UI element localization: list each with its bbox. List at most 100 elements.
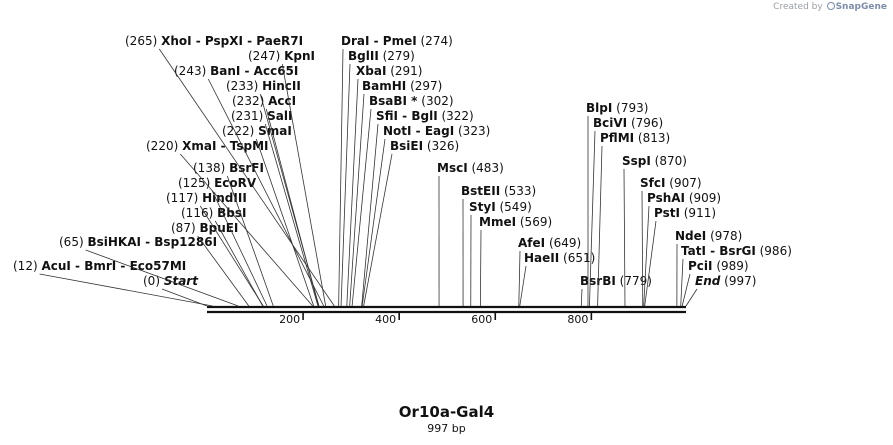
site-enzyme-names: SalI (267, 109, 292, 123)
site-label[interactable]: NdeI (978) (675, 229, 742, 243)
restriction-site[interactable]: (125) EcoRV (178, 176, 268, 307)
site-label[interactable]: (65) BsiHKAI - Bsp1286I (59, 235, 217, 249)
site-label[interactable]: SspI (870) (622, 154, 687, 168)
site-enzyme-names: XhoI - PspXI - PaeR7I (161, 34, 303, 48)
site-position: (651) (559, 251, 595, 265)
restriction-site[interactable]: PshAI (909) (643, 191, 721, 307)
site-label[interactable]: (0) Start (143, 274, 199, 288)
site-label[interactable]: PflMI (813) (600, 131, 670, 145)
site-position: (116) (181, 206, 217, 220)
restriction-site[interactable]: BglII (279) (340, 49, 415, 307)
site-label[interactable]: (243) BanI - Acc65I (174, 64, 298, 78)
site-label[interactable]: (247) KpnI (248, 49, 315, 63)
site-position: (323) (454, 124, 490, 138)
site-label[interactable]: (117) HindIII (166, 191, 247, 205)
site-position: (911) (680, 206, 716, 220)
site-position: (247) (248, 49, 284, 63)
site-label[interactable]: SfiI - BglI (322) (376, 109, 474, 123)
site-label[interactable]: StyI (549) (469, 200, 532, 214)
restriction-site[interactable]: SspI (870) (622, 154, 687, 307)
site-label[interactable]: BamHI (297) (362, 79, 442, 93)
restriction-site[interactable]: HaeII (651) (519, 251, 596, 307)
site-label[interactable]: End (997) (695, 274, 756, 288)
site-label[interactable]: (87) BpuEI (171, 221, 238, 235)
site-leader-line (644, 220, 657, 307)
restriction-site[interactable]: (247) KpnI (248, 49, 327, 307)
restriction-site[interactable]: NdeI (978) (675, 229, 742, 307)
site-leader-line (214, 220, 264, 307)
site-label[interactable]: (232) AccI (232, 94, 296, 108)
site-label[interactable]: PciI (989) (688, 259, 749, 273)
restriction-site[interactable]: BsaBI * (302) (351, 94, 454, 307)
site-label[interactable]: BciVI (796) (593, 116, 663, 130)
site-label[interactable]: TatI - BsrGI (986) (681, 244, 792, 258)
restriction-site[interactable]: (138) BsrFI (193, 161, 274, 307)
site-label[interactable]: (231) SalI (231, 109, 292, 123)
restriction-site[interactable]: (0) Start (143, 274, 208, 307)
site-enzyme-names: TatI - BsrGI (681, 244, 756, 258)
site-position: (549) (496, 200, 532, 214)
site-label[interactable]: (116) BbsI (181, 206, 246, 220)
restriction-site[interactable]: MscI (483) (437, 161, 504, 307)
site-enzyme-names: SspI (622, 154, 651, 168)
site-enzyme-names: SfcI (640, 176, 665, 190)
site-label[interactable]: XbaI (291) (356, 64, 423, 78)
restriction-site[interactable]: (12) AcuI - BmrI - Eco57MI (13, 259, 213, 307)
site-label[interactable]: (125) EcoRV (178, 176, 257, 190)
restriction-site[interactable]: PflMI (813) (597, 131, 671, 307)
restriction-site[interactable]: DraI - PmeI (274) (338, 34, 453, 307)
site-label[interactable]: BsrBI (779) (580, 274, 652, 288)
site-label[interactable]: MscI (483) (437, 161, 504, 175)
restriction-site[interactable]: BstEII (533) (461, 184, 536, 307)
site-enzyme-names: NotI - EagI (383, 124, 454, 138)
restriction-site[interactable]: PciI (989) (681, 259, 749, 307)
restriction-site[interactable]: XbaI (291) (346, 64, 423, 307)
site-label[interactable]: BlpI (793) (586, 101, 648, 115)
restriction-site[interactable]: AfeI (649) (518, 236, 581, 307)
restriction-site[interactable]: BlpI (793) (586, 101, 648, 307)
site-leader-line (226, 175, 274, 307)
site-label[interactable]: MmeI (569) (479, 215, 552, 229)
restriction-site[interactable]: (117) HindIII (166, 191, 264, 307)
restriction-site[interactable]: MmeI (569) (479, 215, 552, 307)
site-position: (233) (226, 79, 262, 93)
site-label[interactable]: PshAI (909) (647, 191, 721, 205)
restriction-site[interactable]: BsrBI (779) (580, 274, 652, 307)
site-label[interactable]: PstI (911) (654, 206, 716, 220)
site-label[interactable]: BstEII (533) (461, 184, 536, 198)
restriction-site[interactable]: End (997) (685, 274, 756, 307)
restriction-site[interactable]: (265) XhoI - PspXI - PaeR7I (125, 34, 335, 307)
site-label[interactable]: BsiEI (326) (390, 139, 459, 153)
site-label[interactable]: (220) XmaI - TspMI (146, 139, 268, 153)
site-enzyme-names: BanI - Acc65I (210, 64, 298, 78)
restriction-site[interactable]: (65) BsiHKAI - Bsp1286I (59, 235, 239, 307)
site-label[interactable]: (265) XhoI - PspXI - PaeR7I (125, 34, 303, 48)
site-label[interactable]: (233) HincII (226, 79, 301, 93)
restriction-site[interactable]: (231) SalI (231, 109, 319, 307)
site-leader-line (623, 168, 626, 307)
site-label[interactable]: AfeI (649) (518, 236, 581, 250)
restriction-site[interactable]: BsiEI (326) (363, 139, 460, 307)
site-label[interactable]: (12) AcuI - BmrI - Eco57MI (13, 259, 186, 273)
site-label[interactable]: DraI - PmeI (274) (341, 34, 453, 48)
site-label[interactable]: NotI - EagI (323) (383, 124, 490, 138)
restriction-site[interactable]: NotI - EagI (323) (361, 124, 490, 307)
restriction-site[interactable]: BciVI (796) (589, 116, 663, 307)
site-leader-line (281, 63, 327, 307)
site-enzyme-names: MmeI (479, 215, 516, 229)
site-label[interactable]: HaeII (651) (524, 251, 595, 265)
site-enzyme-names: AccI (268, 94, 296, 108)
restriction-site[interactable]: BamHI (297) (349, 79, 443, 307)
restriction-site[interactable]: PstI (911) (644, 206, 716, 307)
site-leader-line (179, 153, 313, 307)
site-label[interactable]: BsaBI * (302) (369, 94, 454, 108)
restriction-site[interactable]: (233) HincII (226, 79, 320, 307)
restriction-site[interactable]: TatI - BsrGI (986) (680, 244, 792, 307)
site-label[interactable]: SfcI (907) (640, 176, 702, 190)
site-leader-line (580, 288, 583, 307)
restriction-site[interactable]: SfiI - BglI (322) (361, 109, 474, 307)
restriction-site[interactable]: StyI (549) (469, 200, 532, 307)
site-label[interactable]: BglII (279) (348, 49, 415, 63)
restriction-site[interactable]: (243) BanI - Acc65I (174, 64, 325, 307)
restriction-site[interactable]: SfcI (907) (640, 176, 702, 307)
